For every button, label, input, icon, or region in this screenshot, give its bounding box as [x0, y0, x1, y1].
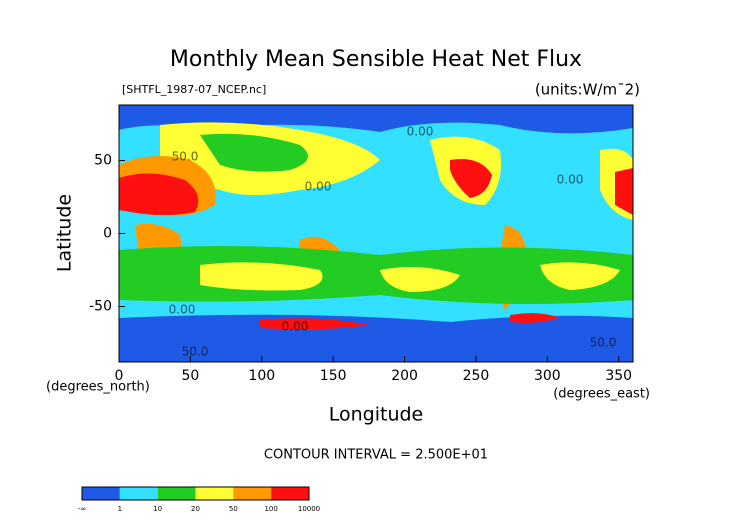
x-tick-label: 250 — [463, 368, 490, 384]
colorbar-segment — [271, 487, 309, 500]
x-tick-label: 100 — [248, 368, 275, 384]
colorbar-segment — [233, 487, 272, 500]
x-tick-label: 350 — [605, 368, 632, 384]
colorbar-label: 100 — [264, 505, 277, 513]
contour-label: 0.00 — [169, 303, 196, 317]
y-tick-label: 50 — [94, 152, 112, 168]
y-units: (degrees_north) — [46, 380, 150, 395]
contour-label: 0.00 — [282, 320, 309, 334]
contour-label: 0.00 — [557, 173, 584, 187]
contour-label: 50.0 — [590, 336, 617, 350]
colorbar-label: 10000 — [298, 505, 320, 513]
x-tick-label: 50 — [181, 368, 199, 384]
contour-interval: CONTOUR INTERVAL = 2.500E+01 — [264, 448, 488, 463]
colorbar-segment — [195, 487, 234, 500]
x-tick-label: 0 — [115, 368, 124, 384]
contour-label: 0.00 — [305, 180, 332, 194]
colorbar-label: 20 — [191, 505, 200, 513]
y-axis-label: Latitude — [54, 194, 76, 272]
x-units: (degrees_east) — [553, 387, 650, 402]
contour-label: 0.00 — [407, 125, 434, 139]
y-tick-label: -50 — [89, 299, 112, 315]
colorbar-segment — [157, 487, 196, 500]
colorbar-label: -∞ — [78, 505, 86, 513]
units: (units:W/m¯2) — [535, 81, 640, 99]
x-tick-label: 150 — [320, 368, 347, 384]
x-axis-label: Longitude — [329, 404, 424, 426]
chart-title: Monthly Mean Sensible Heat Net Flux — [170, 47, 582, 72]
contour-label: 50.0 — [172, 150, 199, 164]
contour-label: 50.0 — [182, 345, 209, 359]
y-tick-label: 0 — [103, 226, 112, 242]
colorbar-label: 50 — [229, 505, 238, 513]
x-tick-label: 300 — [534, 368, 561, 384]
subtitle: [SHTFL_1987-07_NCEP.nc] — [122, 83, 266, 96]
x-tick-label: 200 — [391, 368, 418, 384]
contour-field — [119, 105, 633, 362]
colorbar-segment — [119, 487, 158, 500]
colorbar-segment — [82, 487, 120, 500]
colorbar-frame — [81, 486, 310, 501]
colorbar-label: 1 — [118, 505, 122, 513]
colorbar-label: 10 — [153, 505, 162, 513]
